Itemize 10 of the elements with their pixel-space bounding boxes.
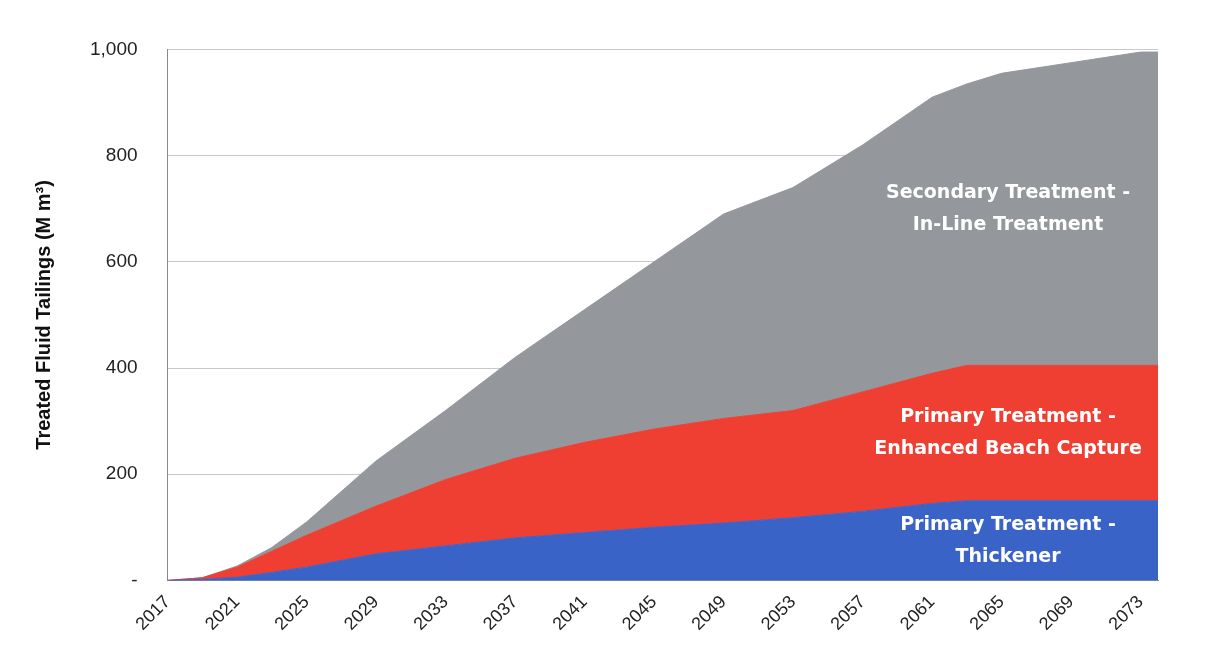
y-tick-label: 600 xyxy=(105,250,138,272)
series-label: Primary Treatment - Enhanced Beach Capture xyxy=(874,403,1142,458)
y-tick-label: 1,000 xyxy=(90,37,138,59)
y-tick-label: - xyxy=(131,568,138,590)
series-label: Secondary Treatment - In-Line Treatment xyxy=(885,179,1131,234)
y-tick-label: 800 xyxy=(105,143,138,165)
series-label: Primary Treatment - Thickener xyxy=(900,511,1116,566)
y-tick-label: 200 xyxy=(105,462,138,484)
y-tick-label: 400 xyxy=(105,356,138,378)
y-axis-title: Treated Fluid Tailings (M m³) xyxy=(31,180,54,450)
